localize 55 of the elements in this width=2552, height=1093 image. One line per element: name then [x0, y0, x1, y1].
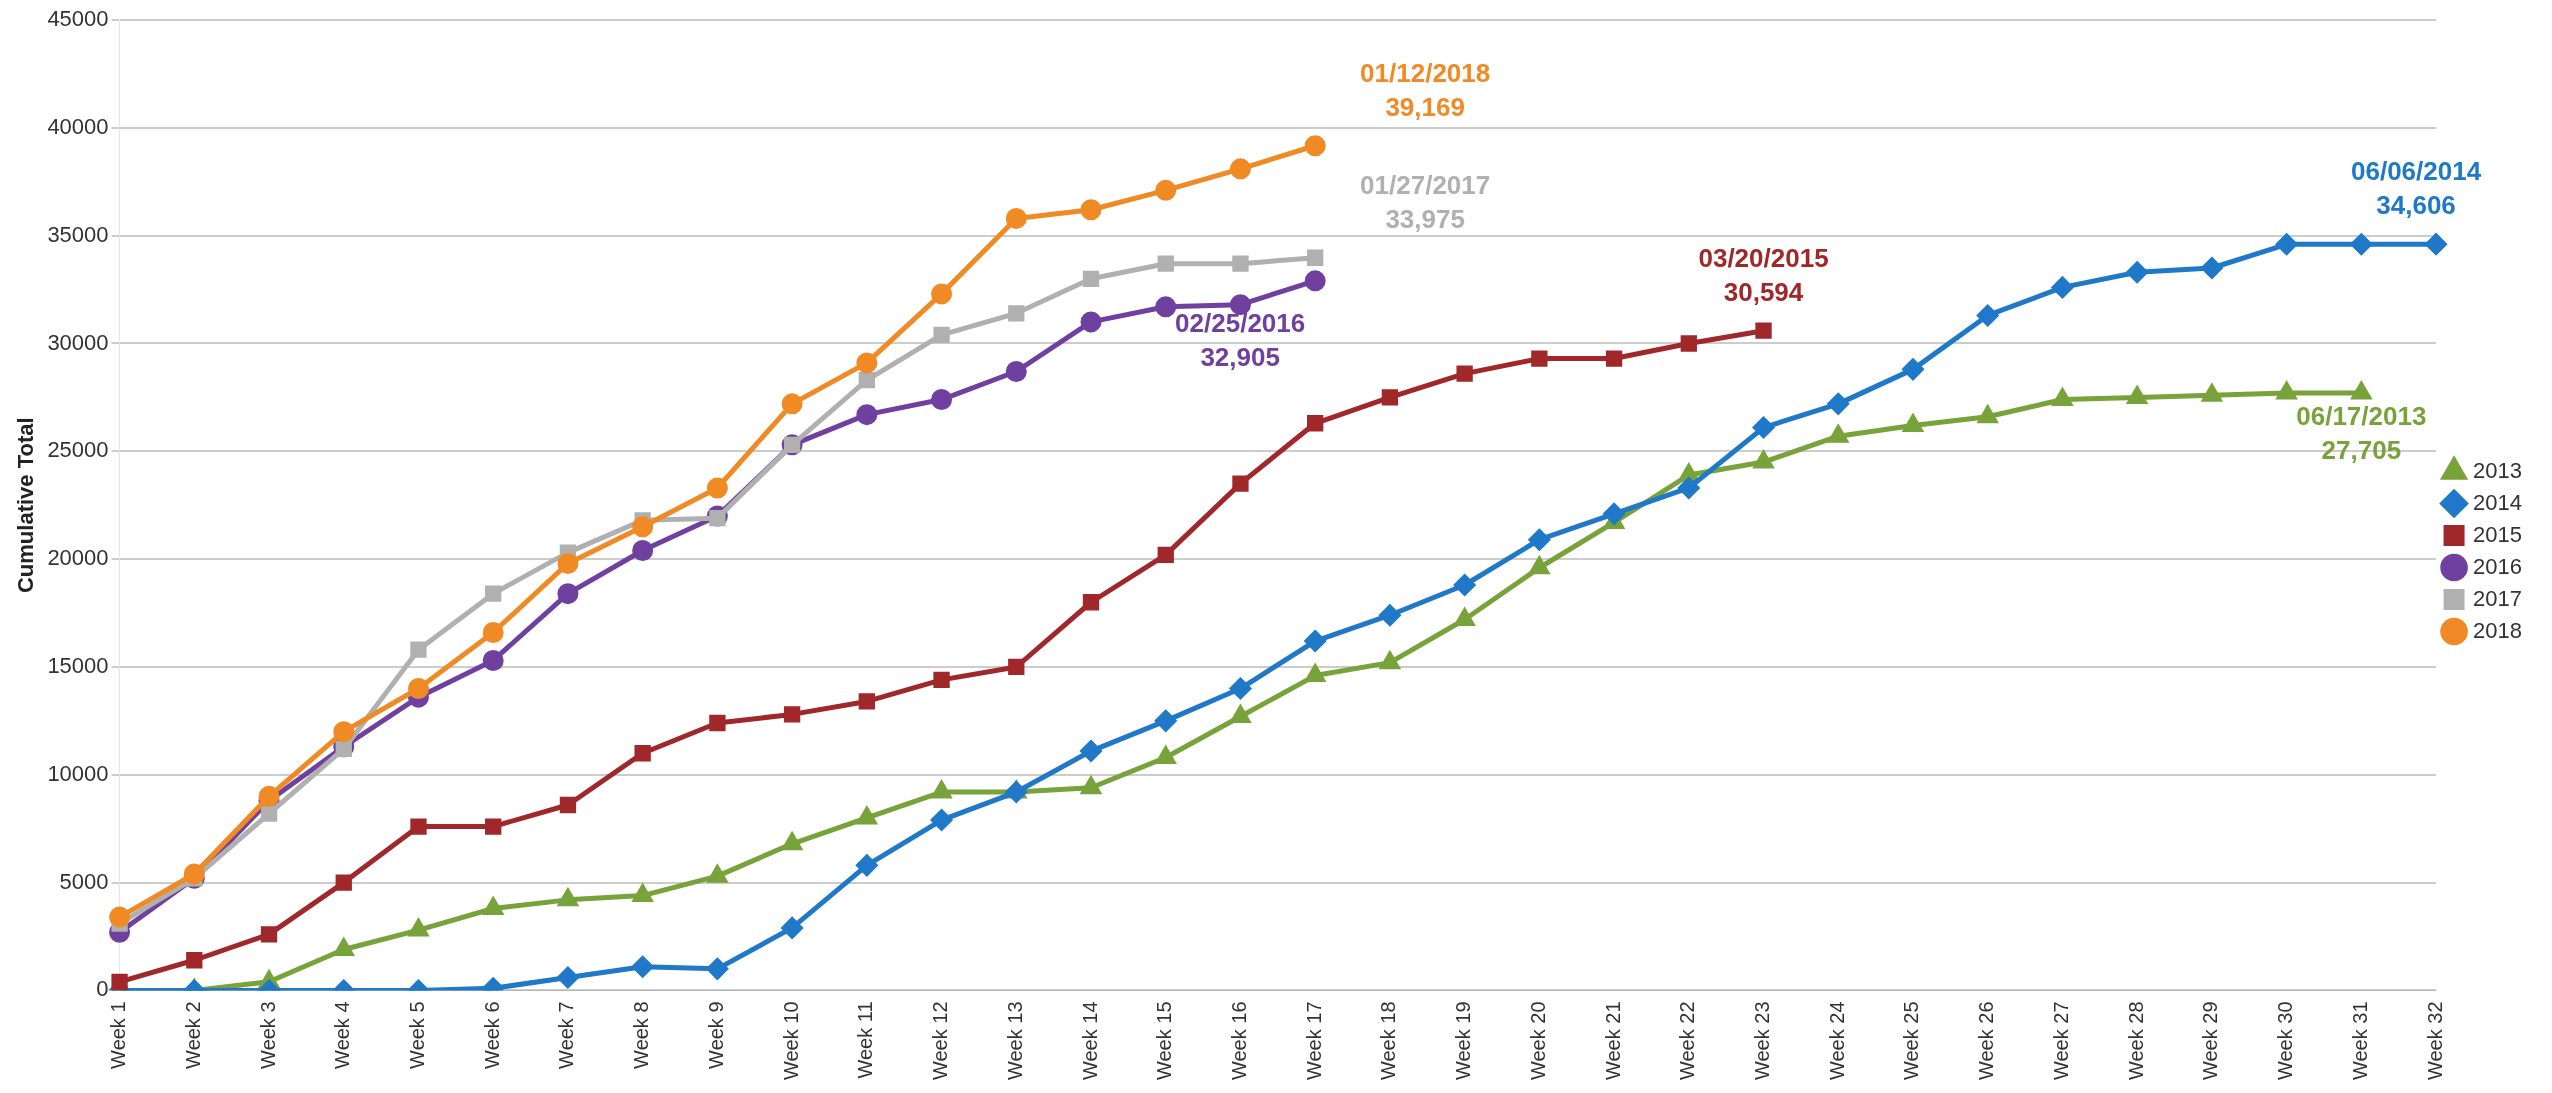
x-tick-label: Week 14 — [1078, 1001, 1101, 1081]
x-tick-label: Week 24 — [1825, 1001, 1848, 1081]
x-tick-label: Week 27 — [2049, 1001, 2072, 1081]
x-tick-label: Week 8 — [630, 1001, 653, 1069]
legend-label: 2013 — [2473, 457, 2523, 483]
x-tick-label: Week 32 — [2423, 1001, 2446, 1081]
y-axis-title: Cumulative Total — [13, 417, 39, 594]
y-tick-label: 35000 — [47, 221, 109, 247]
y-tick-label: 45000 — [47, 6, 109, 32]
x-tick-label: Week 2 — [181, 1001, 204, 1069]
x-tick-label: Week 9 — [704, 1001, 727, 1069]
y-tick-label: 15000 — [47, 653, 109, 679]
x-tick-label: Week 16 — [1227, 1001, 1250, 1081]
x-tick-label: Week 31 — [2348, 1001, 2371, 1081]
legend-label: 2018 — [2473, 617, 2523, 643]
legend-label: 2016 — [2473, 553, 2523, 579]
x-tick-label: Week 7 — [555, 1001, 578, 1069]
y-tick-label: 25000 — [47, 437, 109, 463]
x-tick-label: Week 28 — [2124, 1001, 2147, 1081]
x-tick-label: Week 3 — [256, 1001, 279, 1069]
y-tick-label: 20000 — [47, 545, 109, 571]
x-tick-label: Week 4 — [331, 1001, 354, 1069]
x-tick-label: Week 25 — [1900, 1001, 1923, 1081]
x-tick-label: Week 11 — [854, 1001, 877, 1079]
y-tick-label: 30000 — [47, 329, 109, 355]
legend-label: 2015 — [2473, 521, 2523, 547]
x-tick-label: Week 21 — [1601, 1001, 1624, 1081]
y-tick-label: 0 — [96, 976, 109, 1002]
x-tick-label: Week 6 — [480, 1001, 503, 1069]
legend-label: 2017 — [2473, 585, 2523, 611]
y-tick-label: 10000 — [47, 760, 109, 786]
x-tick-label: Week 30 — [2274, 1001, 2297, 1081]
x-tick-label: Week 18 — [1377, 1001, 1400, 1081]
legend-label: 2014 — [2473, 489, 2523, 515]
annotation: 03/20/2015 30,594 — [1698, 242, 1829, 307]
annotation: 06/17/2013 27,705 — [2296, 400, 2427, 465]
y-tick-label: 5000 — [59, 868, 109, 894]
annotation: 02/25/2016 32,905 — [1175, 308, 1306, 373]
x-tick-label: Week 22 — [1676, 1001, 1699, 1081]
x-tick-label: Week 10 — [779, 1001, 802, 1081]
y-tick-label: 40000 — [47, 113, 109, 139]
x-tick-label: Week 5 — [405, 1001, 428, 1069]
x-tick-label: Week 1 — [107, 1001, 130, 1069]
x-tick-label: Week 20 — [1526, 1001, 1549, 1081]
annotation: 06/06/2014 34,606 — [2350, 156, 2482, 221]
x-tick-label: Week 23 — [1751, 1001, 1774, 1081]
annotation: 01/12/2018 39,169 — [1360, 57, 1491, 122]
x-tick-label: Week 19 — [1452, 1001, 1475, 1081]
x-tick-label: Week 29 — [2199, 1001, 2222, 1081]
x-tick-label: Week 26 — [1975, 1001, 1998, 1081]
x-tick-label: Week 12 — [929, 1001, 952, 1081]
x-tick-label: Week 15 — [1153, 1001, 1176, 1081]
annotation: 01/27/2017 33,975 — [1360, 169, 1491, 234]
x-tick-label: Week 17 — [1302, 1001, 1325, 1081]
x-tick-label: Week 13 — [1003, 1001, 1026, 1081]
